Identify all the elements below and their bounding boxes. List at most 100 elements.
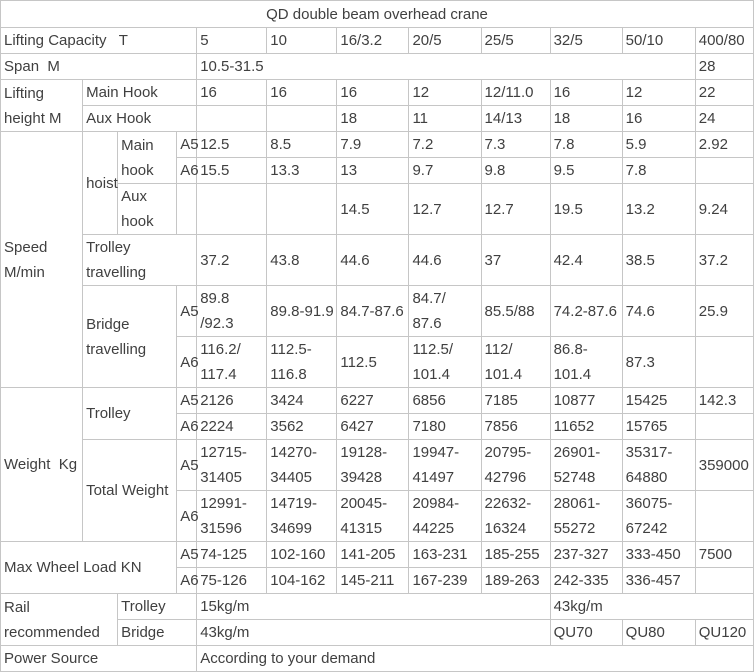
value-cell: 75-126 — [196, 567, 268, 594]
value-cell: 242-335 — [549, 567, 623, 594]
value-cell: 7856 — [480, 413, 551, 440]
value-cell: 12 — [621, 79, 696, 106]
value-cell: 85.5/88 — [480, 285, 551, 337]
table-row: Weight Kg Trolley A5 2126 3424 6227 6856 7185 10… — [0, 387, 754, 542]
table-row: Bridge 43kg/m QU70 QU80 QU120 — [1, 619, 754, 646]
blank-cell — [266, 105, 338, 132]
row-label-weight: Weight Kg — [0, 387, 84, 542]
value-cell: 89.8 /92.3 — [196, 285, 268, 337]
value-cell: 9.5 — [549, 157, 623, 184]
value-cell: 15765 — [621, 413, 696, 440]
table-row: Bridge travelling A5 89.8 /92.3 89.8-91.9 84… — [1, 285, 754, 388]
value-cell: 14719- 34699 — [266, 490, 338, 542]
value-cell: 104-162 — [266, 567, 338, 594]
value-cell: 43.8 — [266, 234, 338, 286]
value-cell: 112/ 101.4 — [480, 336, 551, 388]
value-cell: 37.2 — [694, 234, 754, 286]
value-cell: 24 — [694, 105, 754, 132]
value-cell: 9.8 — [480, 157, 551, 184]
row-label-a5: A5 — [176, 541, 199, 568]
value-cell: 189-263 — [480, 567, 551, 594]
value-cell: 22632- 16324 — [480, 490, 551, 542]
value-cell: 42.4 — [549, 234, 623, 286]
value-cell: 20/5 — [408, 27, 482, 54]
value-cell: 14.5 — [336, 183, 410, 235]
row-label-a5: A5 — [176, 387, 199, 414]
value-cell: 6227 — [336, 387, 410, 414]
value-cell: 5.9 — [621, 131, 696, 158]
value-cell: 43kg/m — [196, 619, 551, 646]
value-cell: 44.6 — [336, 234, 410, 286]
table-row: Aux Hook 18 11 14/13 18 16 24 — [1, 105, 754, 132]
value-cell: 43kg/m — [549, 593, 754, 620]
value-cell: 9.24 — [694, 183, 754, 235]
value-cell: 7185 — [480, 387, 551, 414]
row-label-a6: A6 — [176, 157, 199, 184]
row-label-trolley-weight: Trolley — [82, 387, 178, 440]
value-cell: 10 — [266, 27, 338, 54]
table-row: Lifting Capacity T 5 10 16/3.2 20/5 25/5 32/5 5… — [0, 27, 754, 54]
value-cell: 336-457 — [621, 567, 696, 594]
value-cell: 38.5 — [621, 234, 696, 286]
blank-cell — [266, 183, 338, 235]
row-label-total-weight: Total Weight — [82, 439, 178, 542]
value-cell: 12/11.0 — [480, 79, 551, 106]
blank-cell — [694, 567, 754, 594]
value-cell: QU70 — [549, 619, 623, 646]
value-cell: 2.92 — [694, 131, 754, 158]
value-cell: 3562 — [266, 413, 338, 440]
value-cell: 13.2 — [621, 183, 696, 235]
row-label-speed: Speed M/min — [0, 131, 84, 388]
value-cell: 6856 — [408, 387, 482, 414]
value-cell: 12.5 — [196, 131, 268, 158]
value-cell: 86.8- 101.4 — [549, 336, 623, 388]
value-cell: 22 — [694, 79, 754, 106]
row-label-span: Span M — [0, 53, 198, 80]
value-cell: 25/5 — [480, 27, 551, 54]
value-cell: 7.8 — [549, 131, 623, 158]
table-row: Speed M/min hoist Main hook A5 12.5 8.5 7.9 7.2… — [0, 131, 754, 388]
table-row: QD double beam overhead crane — [0, 0, 754, 28]
value-cell: 3424 — [266, 387, 338, 414]
row-label-rail-bridge: Bridge — [117, 619, 198, 646]
value-cell: 7.8 — [621, 157, 696, 184]
value-cell: 141-205 — [336, 541, 410, 568]
value-cell: 11652 — [549, 413, 623, 440]
row-label-a5: A5 — [176, 131, 199, 158]
value-cell: 36075- 67242 — [621, 490, 696, 542]
value-cell: According to your demand — [196, 645, 754, 672]
value-cell: 8.5 — [266, 131, 338, 158]
row-label-rail-recommended: Rail recommended — [0, 593, 119, 646]
value-cell: 6427 — [336, 413, 410, 440]
value-cell: 25.9 — [694, 285, 754, 337]
value-cell: 7180 — [408, 413, 482, 440]
value-cell: 2224 — [196, 413, 268, 440]
value-cell: QU80 — [621, 619, 696, 646]
table-row: Trolley travelling 37.2 43.8 44.6 44.6 37 42.4… — [1, 234, 754, 286]
value-cell: 102-160 — [266, 541, 338, 568]
value-cell: 10.5-31.5 — [196, 53, 696, 80]
value-cell: 20795- 42796 — [480, 439, 551, 491]
value-cell: 18 — [549, 105, 623, 132]
value-cell: 167-239 — [408, 567, 482, 594]
value-cell: 333-450 — [621, 541, 696, 568]
value-cell: 87.3 — [621, 336, 696, 388]
value-cell: 15.5 — [196, 157, 268, 184]
value-cell: 400/80 — [694, 27, 754, 54]
row-label-rail-trolley: Trolley — [117, 593, 198, 620]
row-label-hoist-aux-hook: Aux hook — [117, 183, 178, 235]
value-cell: 35317- 64880 — [621, 439, 696, 491]
value-cell: 37.2 — [196, 234, 268, 286]
value-cell: 16 — [549, 79, 623, 106]
value-cell: 13 — [336, 157, 410, 184]
value-cell: QU120 — [694, 619, 754, 646]
value-cell: 12 — [408, 79, 482, 106]
value-cell: 116.2/ 117.4 — [196, 336, 268, 388]
blank-cell — [196, 105, 268, 132]
row-label-a5: A5 — [176, 285, 199, 337]
table-row: Aux hook 14.5 12.7 12.7 19.5 13.2 9.24 — [1, 183, 754, 235]
value-cell: 74.6 — [621, 285, 696, 337]
row-label-a6: A6 — [176, 490, 199, 542]
